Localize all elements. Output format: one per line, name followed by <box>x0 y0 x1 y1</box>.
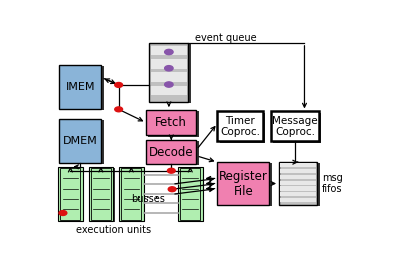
Bar <box>152 44 191 103</box>
Bar <box>60 168 84 222</box>
Bar <box>280 163 316 167</box>
Circle shape <box>59 211 67 215</box>
Bar <box>121 168 141 220</box>
Circle shape <box>115 83 122 87</box>
Circle shape <box>165 82 173 87</box>
Bar <box>121 168 145 222</box>
Text: Fetch: Fetch <box>155 116 187 129</box>
Bar <box>150 43 188 102</box>
Bar <box>279 162 317 205</box>
Bar <box>280 186 316 191</box>
Bar <box>151 59 187 69</box>
Text: DMEM: DMEM <box>63 136 98 146</box>
Text: Register
File: Register File <box>219 169 268 197</box>
Bar <box>61 120 104 164</box>
Circle shape <box>168 187 176 192</box>
Text: Decode: Decode <box>149 146 194 159</box>
Bar <box>180 168 200 220</box>
Text: Message
Coproc.: Message Coproc. <box>272 116 318 137</box>
Bar <box>119 167 144 221</box>
Bar <box>217 162 269 205</box>
Bar <box>59 119 102 163</box>
Bar <box>151 45 187 55</box>
Text: . . .: . . . <box>137 187 159 201</box>
Text: Timer
Coproc.: Timer Coproc. <box>220 116 260 137</box>
Bar <box>280 169 316 173</box>
Circle shape <box>165 49 173 55</box>
Text: busses: busses <box>131 194 165 204</box>
Text: execution units: execution units <box>76 225 151 235</box>
Bar <box>280 181 316 185</box>
Bar <box>281 163 319 206</box>
Bar <box>273 112 321 143</box>
Bar <box>148 111 199 136</box>
Text: IMEM: IMEM <box>66 82 95 92</box>
Bar <box>91 168 111 220</box>
Bar <box>280 198 316 202</box>
Bar <box>220 112 265 143</box>
Circle shape <box>165 66 173 71</box>
Bar <box>220 163 272 206</box>
Circle shape <box>168 168 175 173</box>
Bar <box>151 72 187 82</box>
Bar <box>89 167 113 221</box>
Bar <box>280 175 316 179</box>
Text: event queue: event queue <box>195 33 256 43</box>
Bar <box>280 192 316 196</box>
Bar <box>178 167 203 221</box>
Bar <box>217 111 263 142</box>
Bar <box>271 111 319 142</box>
Bar <box>58 167 83 221</box>
Bar <box>146 110 196 135</box>
Bar <box>60 168 80 220</box>
Bar <box>180 168 204 222</box>
Bar <box>151 86 187 95</box>
Bar <box>146 140 196 164</box>
Bar <box>59 65 102 109</box>
Bar <box>90 168 115 222</box>
Circle shape <box>115 107 122 112</box>
Bar <box>61 67 104 110</box>
Text: msg
fifos: msg fifos <box>322 173 343 194</box>
Bar <box>148 142 199 166</box>
